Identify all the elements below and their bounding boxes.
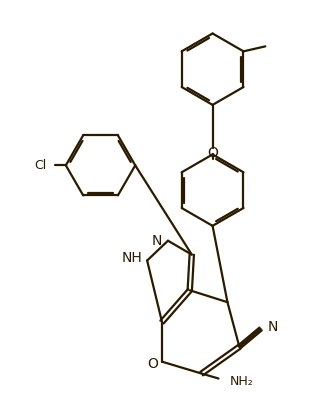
Text: N: N [267,320,278,334]
Text: NH₂: NH₂ [230,375,253,388]
Text: O: O [147,357,158,370]
Text: NH: NH [121,251,142,265]
Text: N: N [152,234,162,248]
Text: Cl: Cl [34,159,46,172]
Text: O: O [207,147,218,161]
